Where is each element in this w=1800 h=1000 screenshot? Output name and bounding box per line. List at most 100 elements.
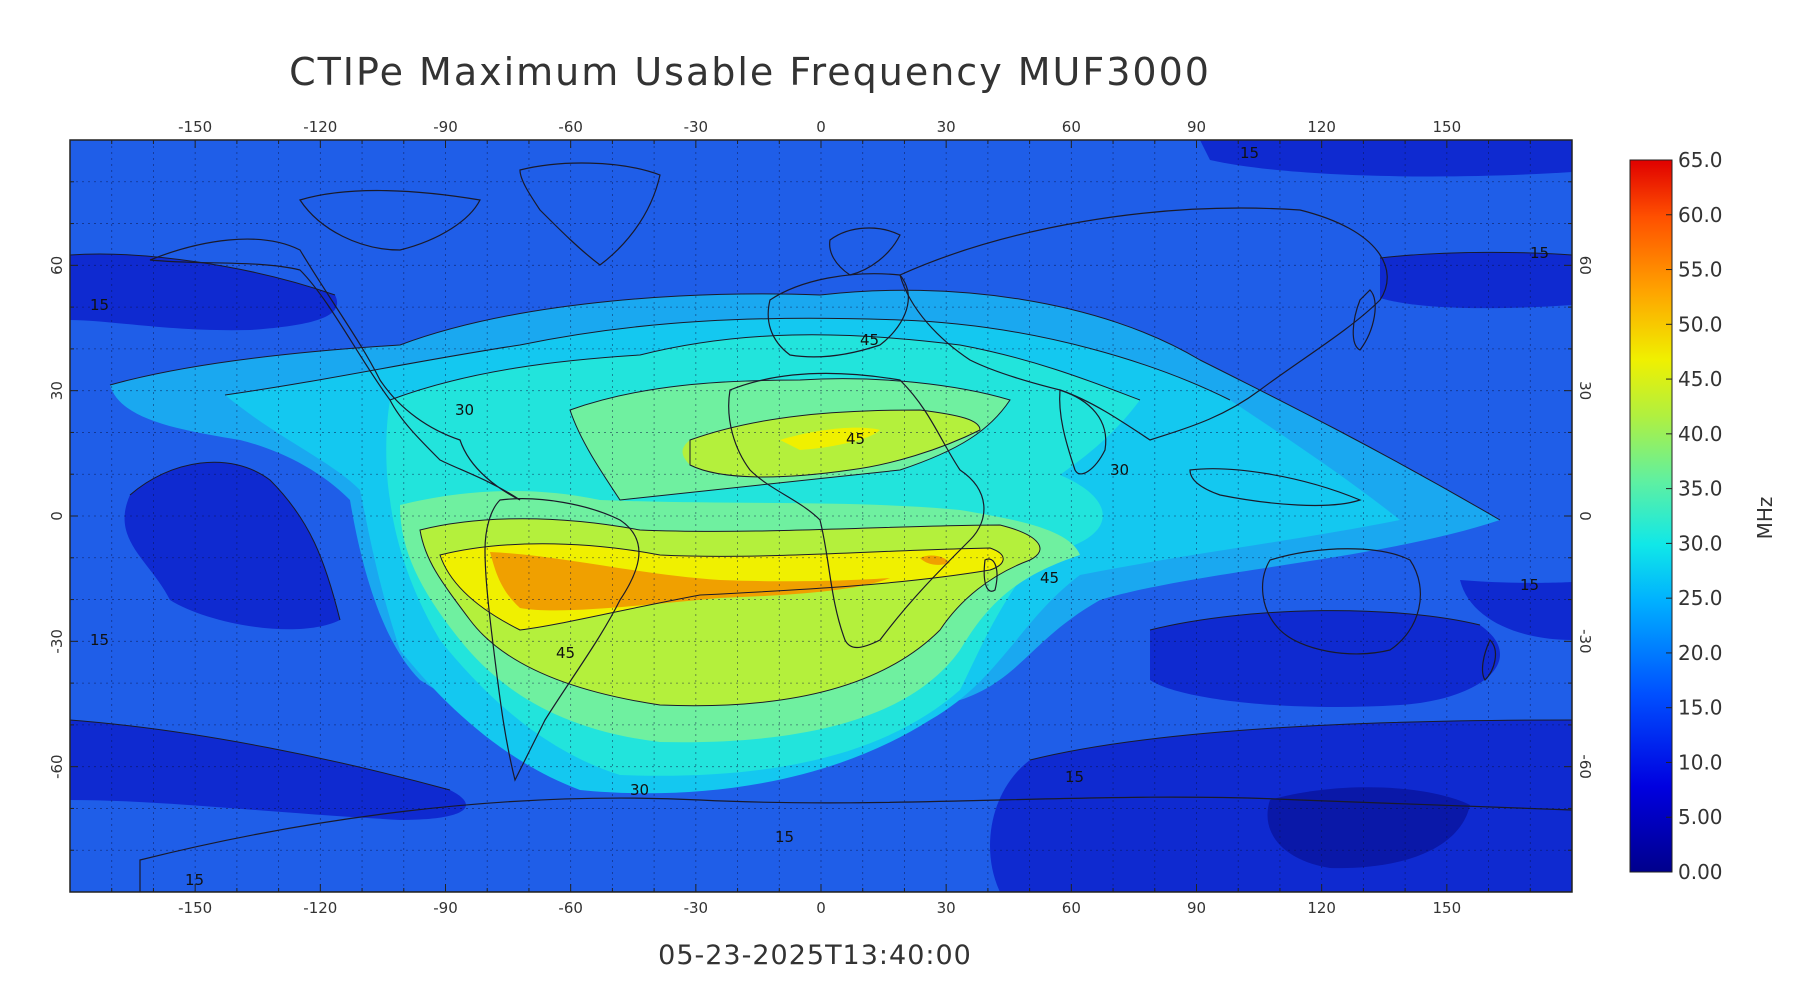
colorbar-tick-label: 35.0 [1678,477,1723,501]
contour-label: 30 [1110,461,1129,479]
lon-tick-label: -120 [303,118,337,136]
lon-tick-label: -90 [433,118,458,136]
lat-tick-label-left: 0 [48,511,66,521]
coast-africa [728,372,985,649]
lon-tick-label: -60 [558,899,583,917]
lon-tick-label: -150 [178,118,212,136]
low-region-north-arctic [1200,140,1572,177]
contour-label: 15 [775,828,794,846]
frame-ticks [69,139,1573,893]
coast-new-zealand [1481,638,1497,681]
low-region-south-indian [1150,610,1501,708]
band-50-small [920,555,950,565]
contour-label: 15 [185,871,204,889]
lon-tick-label: 120 [1307,118,1336,136]
colorbar-tick-label: 0.00 [1678,860,1723,884]
lon-tick-label: 0 [816,899,826,917]
lon-tick-label: 90 [1187,118,1206,136]
lon-tick-label: 90 [1187,899,1206,917]
lat-tick-label-right: 60 [1576,256,1594,275]
lon-tick-label: -30 [684,118,709,136]
coast-scandinavia [829,227,901,276]
contour-label: 15 [1065,768,1084,786]
lat-tick-label-left: -60 [48,754,66,779]
lon-tick-label: 150 [1433,899,1462,917]
lat-tick-label-right: -60 [1576,754,1594,779]
coast-australia [1261,548,1421,655]
contour-label: 15 [1520,576,1539,594]
lon-labels-bottom: -150 -120 -90 -60 -30 0 30 60 90 120 150 [178,899,1461,917]
lon-tick-label: 30 [937,899,956,917]
colorbar-tick-label: 5.00 [1678,805,1723,829]
lat-tick-label-left: 30 [48,381,66,400]
contour-label: 30 [630,781,649,799]
colorbar-gradient [1629,159,1673,873]
coast-japan [1352,289,1376,351]
low-region-north-pacific [70,254,338,331]
colorbar-tick-label: 25.0 [1678,586,1723,610]
lat-tick-label-left: -30 [48,629,66,654]
coast-antarctica [139,796,1572,892]
contour-label: 30 [455,401,474,419]
low-region-mid-pacific [124,462,340,630]
contour-label: 45 [846,430,865,448]
contour-label: 45 [556,644,575,662]
low-region-pacific-east [1460,580,1572,640]
coast-greenland [519,162,661,266]
lon-tick-label: 60 [1062,899,1081,917]
contour-label: 45 [1040,569,1059,587]
colorbar-tick-label: 10.0 [1678,750,1723,774]
coast-madagascar [983,558,998,592]
lon-tick-label: -150 [178,899,212,917]
colorbar-tick-label: 60.0 [1678,203,1723,227]
lon-tick-label: -60 [558,118,583,136]
colorbar-tick-label: 55.0 [1678,258,1723,282]
contour-label: 15 [1240,144,1259,162]
band-50 [490,552,890,611]
lon-tick-label: -120 [303,899,337,917]
colorbar-ticks: 0.00 5.00 10.0 15.0 20.0 25.0 30.0 35.0 40.0 45.0… [1666,148,1723,884]
contour-label: 15 [1530,244,1549,262]
lon-tick-label: 0 [816,118,826,136]
coast-indonesia [1189,468,1362,507]
colorbar-tick-label: 40.0 [1678,422,1723,446]
lon-tick-label: -90 [433,899,458,917]
coast-south-america [484,498,640,782]
colorbar-tick-label: 45.0 [1678,367,1723,391]
band-45-north [780,427,880,450]
lon-tick-label: 150 [1433,118,1462,136]
grid-lines [70,140,1572,892]
coastlines [139,162,1572,892]
lon-labels-top: -150 -120 -90 -60 -30 0 30 60 90 120 150 [178,118,1461,136]
contour-label: 15 [90,631,109,649]
chart-title: CTIPe Maximum Usable Frequency MUF3000 [289,50,1211,94]
colorbar-tick-label: 15.0 [1678,696,1723,720]
coast-north-america [149,238,521,501]
low-region-east-asia [1380,252,1572,309]
lat-tick-label-right: 30 [1576,381,1594,400]
contour-label: 15 [90,296,109,314]
colorbar-tick-label: 20.0 [1678,641,1723,665]
coast-asia [899,207,1388,441]
coast-canada-arctic [299,189,481,251]
contour-label: 45 [860,331,879,349]
lat-labels-right: 60 30 0 -30 -60 [1576,256,1594,779]
low-region-south-pacific [70,720,466,820]
low-region-antarctic [1267,787,1470,869]
lat-tick-label-right: 0 [1576,511,1594,521]
colorbar-tick-label: 65.0 [1678,148,1723,172]
lon-tick-label: 120 [1307,899,1336,917]
lat-tick-label-right: -30 [1576,629,1594,654]
timestamp: 05-23-2025T13:40:00 [658,940,972,971]
colorbar-tick-label: 30.0 [1678,531,1723,555]
lat-labels-left: 60 30 0 -30 -60 [48,256,66,779]
colorbar-tick-label: 50.0 [1678,312,1723,336]
colorbar-unit-label: MHz [1753,497,1777,540]
coast-india [1059,389,1107,475]
lat-tick-label-left: 60 [48,256,66,275]
lon-tick-label: 30 [937,118,956,136]
lon-tick-label: -30 [684,899,709,917]
lon-tick-label: 60 [1062,118,1081,136]
